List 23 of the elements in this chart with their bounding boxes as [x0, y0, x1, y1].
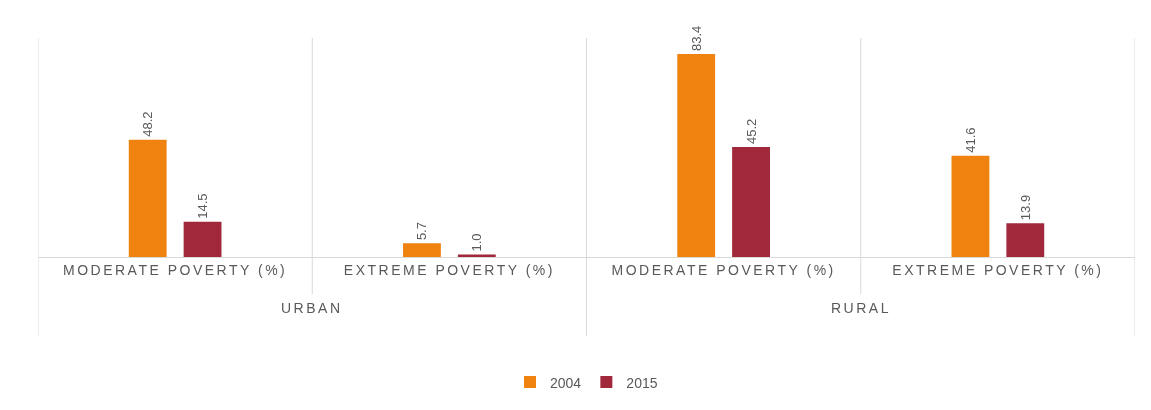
- x-tick-label: MODERATE POVERTY (%): [63, 261, 288, 278]
- bar: [183, 221, 222, 257]
- bar: [951, 155, 990, 257]
- data-label: 1.0: [469, 233, 485, 252]
- data-label: 83.4: [688, 25, 704, 52]
- data-label: 13.9: [1017, 194, 1033, 221]
- data-label: 41.6: [962, 127, 978, 153]
- x-tick-label: EXTREME POVERTY (%): [892, 261, 1104, 278]
- x-tick-label: MODERATE POVERTY (%): [611, 261, 836, 278]
- text: RURAL: [831, 300, 891, 316]
- bar: [677, 54, 716, 257]
- legend-label: 2015: [626, 374, 658, 391]
- text: URBAN: [281, 300, 343, 316]
- data-label: 14.5: [195, 193, 211, 219]
- bar: [403, 243, 441, 257]
- data-label: 45.2: [743, 118, 759, 145]
- data-label: 48.2: [140, 111, 156, 137]
- bar: [128, 139, 167, 257]
- bar: [1006, 223, 1045, 257]
- x-tick-label: EXTREME POVERTY (%): [343, 261, 555, 278]
- data-label: 5.7: [414, 222, 430, 241]
- legend-label: 2004: [550, 374, 582, 391]
- bar: [732, 147, 770, 257]
